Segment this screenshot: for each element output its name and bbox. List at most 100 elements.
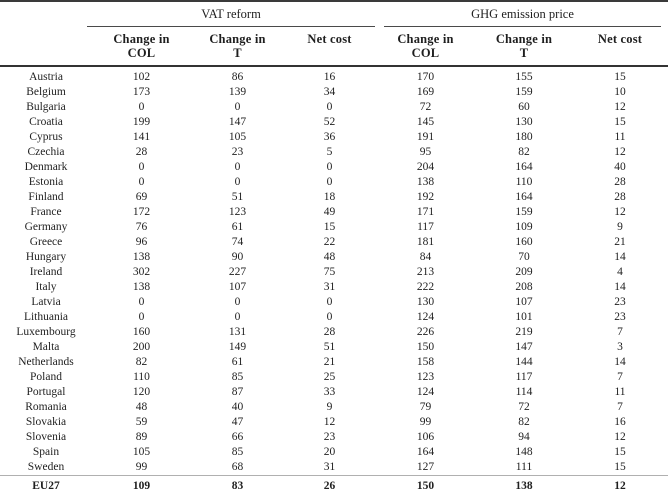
value-cell: 52 xyxy=(323,116,336,128)
subheader-line1: Change in xyxy=(397,32,454,46)
value-cell: 33 xyxy=(323,386,336,398)
value-cell: 0 xyxy=(138,311,145,323)
subheader-vat-net-cost: Net cost xyxy=(284,28,375,67)
value-cell: 3 xyxy=(617,341,623,353)
value-cell: 48 xyxy=(135,401,148,413)
value-cell: 131 xyxy=(228,326,247,338)
value-cell: 21 xyxy=(323,356,336,368)
value-cell: 82 xyxy=(518,416,530,428)
country-cell: Sweden xyxy=(27,461,65,473)
value-cell: 47 xyxy=(231,416,244,428)
value-cell: 0 xyxy=(326,176,333,188)
table-row: Croatia 199 147 52 145 130 15 xyxy=(0,115,668,130)
value-cell: 222 xyxy=(416,281,435,293)
value-cell: 219 xyxy=(515,326,533,338)
subheader-line2: T xyxy=(233,46,242,60)
country-cell: Croatia xyxy=(29,116,63,128)
value-cell: 94 xyxy=(518,431,530,443)
country-cell: Austria xyxy=(29,71,63,83)
group-header-vat-label: VAT reform xyxy=(87,2,375,27)
value-cell: 123 xyxy=(416,371,435,383)
value-cell: 209 xyxy=(515,266,533,278)
value-cell: 31 xyxy=(323,461,336,473)
subheader-line1: Change in xyxy=(113,32,170,46)
subheader-line2: COL xyxy=(411,46,440,60)
value-cell: 14 xyxy=(614,356,626,368)
table-row: Bulgaria 0 0 0 72 60 12 xyxy=(0,100,668,115)
value-cell: 28 xyxy=(323,326,336,338)
table-row: Estonia 0 0 0 138 110 28 xyxy=(0,175,668,190)
value-cell: 109 xyxy=(92,475,191,496)
value-cell: 0 xyxy=(138,176,145,188)
total-row: EU27 109 83 26 150 138 12 xyxy=(0,475,668,496)
value-cell: 76 xyxy=(135,221,148,233)
value-cell: 7 xyxy=(617,326,623,338)
value-cell: 148 xyxy=(515,446,533,458)
value-cell: 51 xyxy=(231,191,244,203)
country-cell: Spain xyxy=(32,446,60,458)
country-cell: EU27 xyxy=(0,475,92,496)
value-cell: 0 xyxy=(326,311,333,323)
value-cell: 110 xyxy=(133,371,150,383)
value-cell: 0 xyxy=(326,296,333,308)
value-cell: 200 xyxy=(132,341,151,353)
value-cell: 145 xyxy=(416,116,435,128)
value-cell: 36 xyxy=(323,131,336,143)
value-cell: 117 xyxy=(417,221,434,233)
subheader-line1: Change in xyxy=(495,32,553,46)
table-row: Hungary 138 90 48 84 70 14 xyxy=(0,250,668,265)
value-cell: 114 xyxy=(515,386,533,398)
value-cell: 164 xyxy=(416,446,435,458)
value-cell: 208 xyxy=(515,281,533,293)
value-cell: 26 xyxy=(284,475,375,496)
value-cell: 138 xyxy=(476,475,572,496)
value-cell: 11 xyxy=(614,386,626,398)
value-cell: 7 xyxy=(617,401,623,413)
value-cell: 4 xyxy=(617,266,623,278)
value-cell: 147 xyxy=(228,116,247,128)
value-cell: 111 xyxy=(515,461,533,473)
value-cell: 60 xyxy=(518,101,530,113)
value-cell: 23 xyxy=(323,431,336,443)
value-cell: 169 xyxy=(416,86,435,98)
value-cell: 130 xyxy=(416,296,435,308)
value-cell: 61 xyxy=(231,356,244,368)
value-cell: 79 xyxy=(419,401,432,413)
value-cell: 12 xyxy=(614,101,626,113)
value-cell: 11 xyxy=(614,131,626,143)
value-cell: 5 xyxy=(326,146,333,158)
value-cell: 9 xyxy=(326,401,333,413)
country-cell: Netherlands xyxy=(18,356,74,368)
value-cell: 105 xyxy=(132,446,151,458)
value-cell: 68 xyxy=(231,461,244,473)
table-row: France 172 123 49 171 159 12 xyxy=(0,205,668,220)
value-cell: 22 xyxy=(323,236,336,248)
value-cell: 172 xyxy=(132,206,151,218)
value-cell: 48 xyxy=(323,251,336,263)
value-cell: 191 xyxy=(416,131,435,143)
table-header: VAT reform GHG emission price Change in … xyxy=(0,1,668,67)
value-cell: 25 xyxy=(323,371,336,383)
value-cell: 21 xyxy=(614,236,626,248)
value-cell: 99 xyxy=(135,461,148,473)
country-cell: Denmark xyxy=(24,161,68,173)
value-cell: 0 xyxy=(138,161,145,173)
value-cell: 86 xyxy=(231,71,244,83)
value-cell: 130 xyxy=(515,116,533,128)
value-cell: 28 xyxy=(614,191,626,203)
value-cell: 7 xyxy=(617,371,623,383)
value-cell: 227 xyxy=(228,266,247,278)
value-cell: 138 xyxy=(132,251,151,263)
value-cell: 159 xyxy=(515,206,533,218)
table-row: Spain 105 85 20 164 148 15 xyxy=(0,445,668,460)
group-header-row: VAT reform GHG emission price xyxy=(0,1,668,28)
country-cell: Cyprus xyxy=(29,131,63,143)
table-row: Finland 69 51 18 192 164 28 xyxy=(0,190,668,205)
value-cell: 171 xyxy=(416,206,435,218)
subheader-line1: Change in xyxy=(209,32,266,46)
value-cell: 59 xyxy=(135,416,148,428)
country-cell: Ireland xyxy=(29,266,63,278)
value-cell: 0 xyxy=(234,296,241,308)
table-row: Germany 76 61 15 117 109 9 xyxy=(0,220,668,235)
value-cell: 150 xyxy=(375,475,476,496)
